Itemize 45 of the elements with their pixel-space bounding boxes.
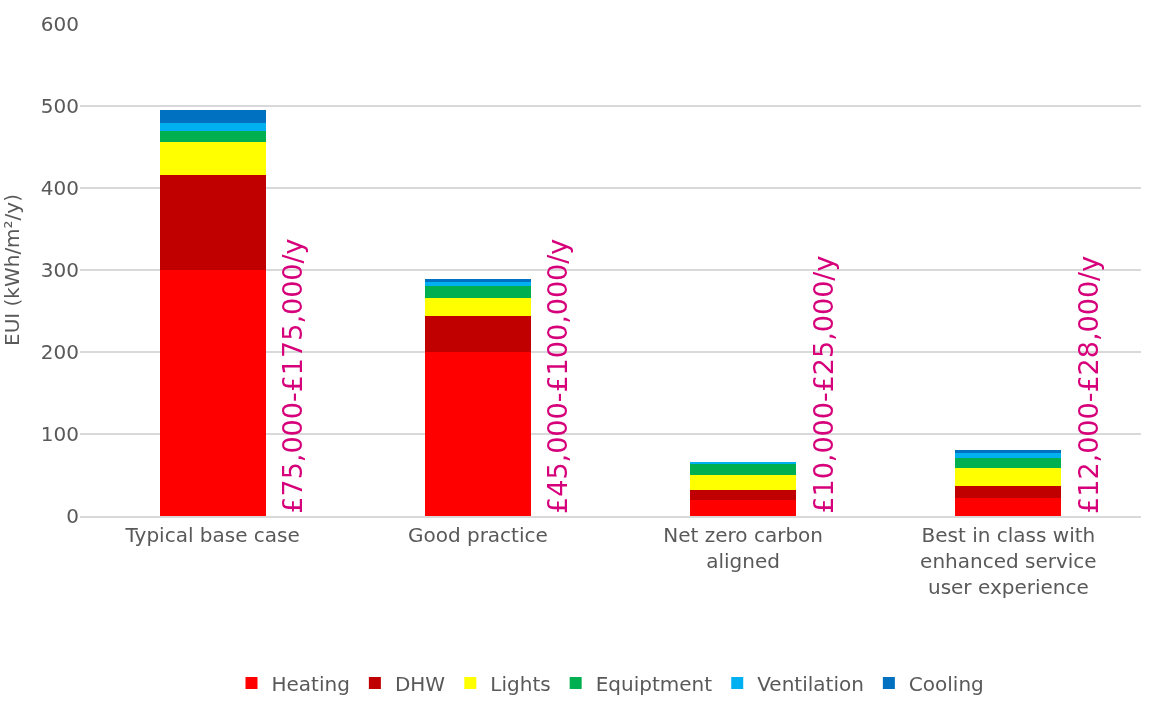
bar <box>690 489 797 501</box>
bar <box>955 457 1062 469</box>
y-tick-label: 100 <box>40 422 79 446</box>
x-tick-label: Good practice <box>407 523 548 547</box>
x-tick-label: Typical base case <box>124 523 300 547</box>
bar <box>955 468 1062 486</box>
annotation: £45,000-£100,000/y <box>541 238 573 514</box>
y-tick-label: 500 <box>40 94 79 118</box>
y-axis-title: EUI (kWh/m²/y) <box>0 194 25 346</box>
y-tick-label: 600 <box>40 12 79 36</box>
bar <box>159 142 266 175</box>
legend-label: Equiptment <box>595 671 713 696</box>
y-tick-label: 200 <box>40 340 79 364</box>
bar <box>159 131 266 143</box>
bar <box>424 352 531 516</box>
legend-label: DHW <box>394 671 446 696</box>
y-tick-label: 300 <box>40 258 79 282</box>
bar <box>159 110 266 124</box>
legend-label: Heating <box>271 671 350 696</box>
bar <box>690 463 797 475</box>
bar <box>159 270 266 516</box>
bar <box>424 282 531 287</box>
bar <box>159 174 266 270</box>
x-tick-label: Best in class with enhanced service user experience <box>920 523 1097 599</box>
bar <box>955 497 1062 516</box>
annotation: £12,000-£28,000/y <box>1072 255 1104 514</box>
legend-label: Cooling <box>908 671 984 696</box>
bar <box>424 315 531 352</box>
bar <box>159 123 266 132</box>
bar <box>955 485 1062 498</box>
annotation: £10,000-£25,000/y <box>807 255 839 514</box>
legend-label: Lights <box>490 671 551 696</box>
y-tick-label: 400 <box>40 176 79 200</box>
bar <box>690 475 797 490</box>
x-tick-label: Net zero carbon aligned <box>663 523 823 573</box>
legend-label: Ventilation <box>757 671 864 696</box>
bar <box>955 450 1062 453</box>
bar <box>424 279 531 283</box>
bar <box>690 500 797 516</box>
bar <box>424 286 531 298</box>
bar <box>955 452 1062 458</box>
bar <box>690 461 797 464</box>
annotation: £75,000-£175,000/y <box>276 238 308 514</box>
bar <box>424 297 531 316</box>
y-tick-label: 0 <box>66 504 79 528</box>
